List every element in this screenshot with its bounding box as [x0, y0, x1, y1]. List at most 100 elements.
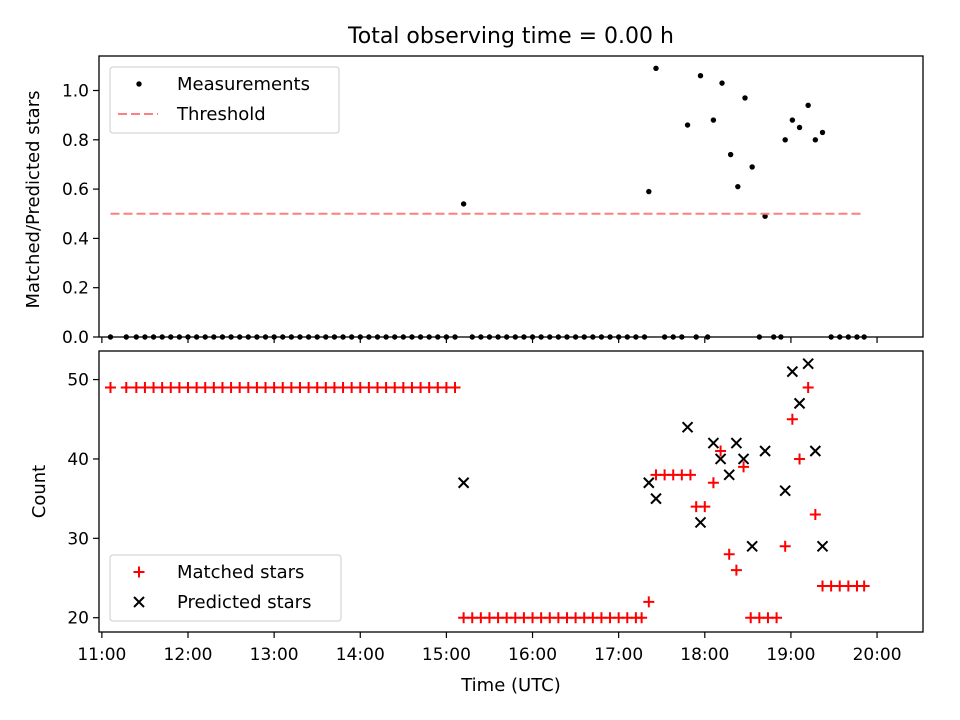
measurements-point: [742, 95, 748, 101]
measurements-point: [727, 151, 734, 158]
measurements-point: [735, 183, 741, 190]
measurements-point: [684, 122, 691, 128]
predicted-stars-point: [730, 437, 743, 449]
y-tick-label: 50: [67, 371, 89, 391]
predicted-stars-point: [802, 357, 814, 370]
legend-key-measurements: [136, 81, 142, 87]
legend-label-threshold: Threshold: [176, 104, 266, 125]
top-panel-axes: 0.0 0.2 0.4 0.6 0.8 1.0: [62, 82, 878, 348]
bottom-panel-frame: [98, 350, 924, 633]
matched-stars-point: [771, 612, 783, 624]
y-tick-label: 20: [67, 609, 89, 629]
predicted-stars-point: [816, 540, 829, 552]
x-tick-label: 16:00: [508, 645, 557, 665]
measurements-point: [805, 102, 811, 108]
predicted-stars-point: [793, 397, 806, 410]
top-panel-y-axis-label: Matched/Predicted stars: [23, 91, 44, 309]
y-tick-label: 30: [67, 529, 89, 549]
matched-stars-point: [858, 580, 870, 592]
matched-stars-point: [449, 382, 461, 394]
top-panel: 0.0 0.2 0.4 0.6 0.8 1.0 Matched/Predicted sta…: [23, 55, 924, 348]
x-axis-label: Time (UTC): [460, 675, 561, 696]
x-tick-label: 18:00: [680, 645, 729, 665]
y-tick-label: 0.2: [62, 279, 89, 299]
x-tick-label: 20:00: [853, 645, 902, 665]
measurements-point: [697, 73, 704, 79]
predicted-stars-point: [723, 469, 735, 481]
matched-stars-point: [715, 445, 727, 457]
bottom-panel-axes: 20 30 40 50 11:00 12:00 13:00 14:00 15:00 16:00 17…: [67, 371, 901, 665]
measurements-point: [782, 137, 788, 143]
matched-stars-point: [120, 382, 132, 394]
predicted-stars-point: [714, 453, 727, 465]
bottom-panel-plot-area: [104, 357, 870, 624]
bottom-panel-legend-box: [109, 554, 342, 622]
measurements-point: [710, 117, 717, 123]
matched-stars-point: [786, 413, 798, 425]
bottom-panel-legend: Matched stars Predicted stars: [109, 554, 342, 622]
y-tick-label: 0.8: [62, 131, 89, 151]
top-panel-frame: [98, 55, 924, 338]
predicted-stars-point: [779, 484, 791, 497]
predicted-stars-point: [759, 445, 771, 457]
x-tick-label: 15:00: [422, 645, 471, 665]
y-tick-label: 1.0: [62, 82, 89, 102]
x-tick-label: 11:00: [77, 645, 126, 665]
predicted-stars-point: [786, 365, 799, 378]
matched-stars-point: [738, 461, 750, 473]
legend-swatch: [133, 566, 145, 578]
measurements-point: [653, 65, 659, 72]
measurements-point: [812, 137, 819, 143]
y-tick-label: 0.4: [62, 229, 89, 249]
matched-stars-point: [104, 382, 116, 394]
legend-key-matched-stars: [133, 566, 145, 578]
legend-label-predicted-stars: Predicted stars: [177, 592, 311, 613]
measurements-point: [749, 164, 755, 170]
matched-stars-point: [707, 477, 719, 489]
matched-stars-point: [730, 564, 742, 576]
predicted-stars-point: [457, 477, 470, 489]
x-tick-label: 14:00: [336, 645, 385, 665]
predicted-stars-point: [681, 421, 694, 433]
measurements-point: [460, 201, 467, 207]
measurements-point: [819, 129, 826, 136]
predicted-stars-point: [737, 453, 750, 465]
x-tick-label: 19:00: [766, 645, 815, 665]
top-panel-legend-box: [109, 66, 340, 134]
matched-stars-point: [684, 469, 696, 481]
matched-stars-point: [699, 501, 711, 513]
predicted-stars-point: [643, 477, 655, 489]
matched-stars-point: [809, 509, 821, 521]
measurements-point: [646, 188, 652, 195]
x-tick-label: 13:00: [250, 645, 299, 665]
matched-stars-point: [636, 612, 648, 624]
legend-label-measurements: Measurements: [177, 74, 310, 95]
predicted-stars-point: [809, 445, 822, 457]
predicted-stars-point: [694, 516, 707, 529]
x-tick-label: 17:00: [594, 645, 643, 665]
measurements-point: [719, 80, 725, 86]
legend-swatch: [133, 596, 145, 608]
measurements-point: [789, 117, 796, 123]
matched-stars-point: [723, 548, 735, 560]
matched-stars-point: [779, 540, 791, 552]
predicted-stars-point: [650, 492, 662, 505]
matched-stars-point: [802, 382, 814, 394]
matched-stars-point: [643, 596, 655, 608]
y-tick-label: 0.6: [62, 180, 89, 200]
y-tick-label: 40: [67, 450, 89, 470]
measurements-point: [796, 124, 803, 131]
bottom-panel: 20 30 40 50 11:00 12:00 13:00 14:00 15:00 16:00 17…: [29, 350, 924, 665]
top-panel-legend: Measurements Threshold: [109, 66, 340, 134]
chart-title: Total observing time = 0.00 h: [347, 24, 674, 49]
bottom-panel-y-axis-label: Count: [29, 465, 50, 518]
predicted-stars-point: [707, 437, 720, 449]
legend-swatch: [136, 81, 142, 87]
y-tick-label: 0.0: [62, 328, 89, 348]
x-tick-label: 12:00: [164, 645, 213, 665]
predicted-stars-point: [746, 540, 758, 552]
legend-label-matched-stars: Matched stars: [177, 562, 304, 583]
measurements-point: [762, 213, 768, 219]
matched-stars-point: [794, 453, 806, 465]
